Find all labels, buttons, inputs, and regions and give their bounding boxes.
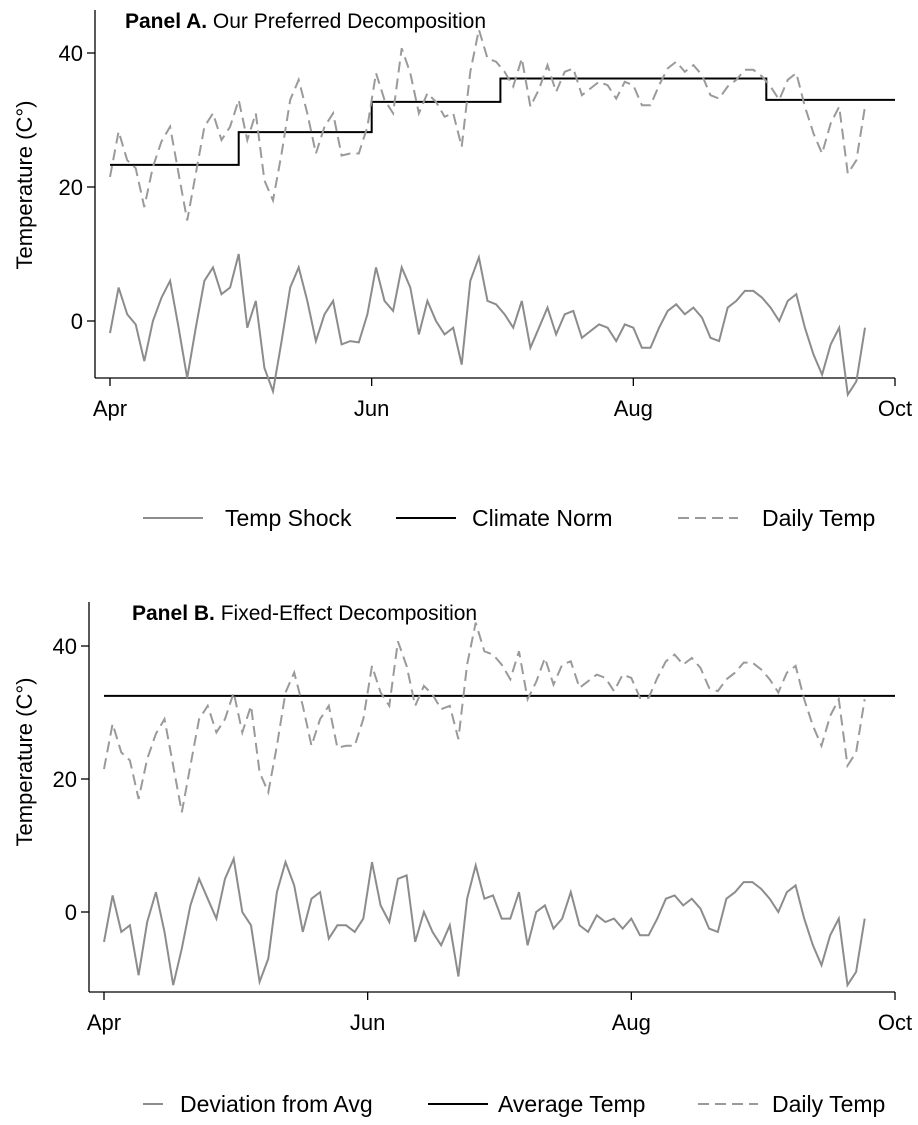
- panel-a: 0 20 40 Apr Jun Aug Oct Temperature (C°) Panel A…: [0, 0, 918, 562]
- panel-b-chart: 0 20 40 Apr Jun Aug Oct Temperature (C°) Panel B…: [12, 602, 912, 1117]
- series-climate-norm: [110, 77, 895, 166]
- series-temp-shock: [109, 253, 866, 398]
- legend-label: Temp Shock: [225, 505, 352, 531]
- x-tick-label: Apr: [87, 1010, 121, 1035]
- legend-label: Daily Temp: [772, 1091, 885, 1117]
- y-tick-label: 0: [65, 900, 77, 925]
- y-tick-label: 20: [53, 767, 77, 792]
- series-daily-temp: [109, 29, 866, 221]
- legend-label: Average Temp: [498, 1091, 645, 1117]
- x-tick-label: Aug: [612, 1010, 651, 1035]
- y-tick-label: 40: [59, 41, 83, 66]
- y-axis-label: Temperature (C°): [12, 101, 37, 270]
- panel-title: Panel B. Fixed-Effect Decomposition: [132, 602, 477, 625]
- y-tick-label: 0: [71, 309, 83, 334]
- panel-title: Panel A. Our Preferred Decomposition: [125, 10, 486, 33]
- x-tick-label: Oct: [878, 396, 912, 421]
- y-axis-label: Temperature (C°): [12, 678, 37, 847]
- x-tick-label: Jun: [350, 1010, 385, 1035]
- y-tick-label: 40: [53, 634, 77, 659]
- series-deviation-from-avg: [103, 855, 866, 988]
- x-tick-label: Jun: [354, 396, 389, 421]
- panel-title-text: Our Preferred Decomposition: [213, 10, 486, 33]
- y-tick-label: 20: [59, 175, 83, 200]
- x-tick-label: Apr: [93, 396, 127, 421]
- series-daily-temp: [103, 622, 866, 813]
- legend-label: Climate Norm: [472, 505, 613, 531]
- panel-a-chart: 0 20 40 Apr Jun Aug Oct Temperature (C°) Panel A…: [12, 10, 912, 531]
- panel-title-text: Fixed-Effect Decomposition: [221, 602, 477, 625]
- panel-title-bold: Panel B.: [132, 602, 221, 625]
- legend-label: Deviation from Avg: [180, 1091, 373, 1117]
- x-tick-label: Aug: [614, 396, 653, 421]
- x-tick-label: Oct: [878, 1010, 912, 1035]
- panel-b: 0 20 40 Apr Jun Aug Oct Temperature (C°) Panel B…: [0, 562, 918, 1125]
- panel-title-bold: Panel A.: [125, 10, 213, 33]
- legend-label: Daily Temp: [762, 505, 875, 531]
